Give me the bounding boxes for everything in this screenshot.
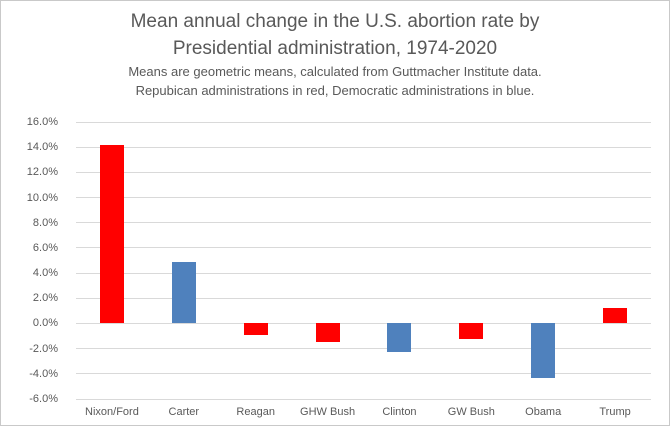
gridline-12.0% <box>76 171 651 173</box>
y-tick-label: 14.0% <box>26 141 58 154</box>
gridline--4.0% <box>76 373 651 375</box>
gridline-6.0% <box>76 247 651 249</box>
bar-reagan <box>243 323 268 335</box>
bar-clinton <box>387 323 412 353</box>
bar-gw-bush <box>459 323 484 339</box>
chart-title-line1: Mean annual change in the U.S. abortion … <box>130 11 540 32</box>
gridline-4.0% <box>76 272 651 274</box>
bar-obama <box>531 323 556 378</box>
y-tick-label: 12.0% <box>26 166 58 179</box>
x-tick-label-ghw-bush: GHW Bush <box>300 406 356 418</box>
gridline-16.0% <box>76 121 651 123</box>
x-tick-label-trump: Trump <box>599 406 631 418</box>
x-tick-label-reagan: Reagan <box>236 406 275 418</box>
y-tick-label: 0.0% <box>32 317 58 330</box>
bar-ghw-bush <box>315 323 340 343</box>
bar-nixon-ford <box>99 144 124 324</box>
y-tick-label: 2.0% <box>32 292 58 305</box>
x-tick-label-clinton: Clinton <box>382 406 417 418</box>
bar-trump <box>603 308 628 324</box>
gridline--2.0% <box>76 348 651 350</box>
chart-subtitle: Means are geometric means, calculated fr… <box>1 62 669 100</box>
bar-carter <box>171 261 196 324</box>
x-tick-label-gw-bush: GW Bush <box>447 406 495 418</box>
gridline-10.0% <box>76 197 651 199</box>
y-tick-label: 16.0% <box>26 116 58 128</box>
x-tick-label-obama: Obama <box>525 406 562 418</box>
chart-title: Mean annual change in the U.S. abortion … <box>1 8 669 62</box>
y-tick-label: 8.0% <box>32 216 58 229</box>
y-tick-label: -2.0% <box>29 342 58 355</box>
gridline-8.0% <box>76 222 651 224</box>
x-tick-label-nixon-ford: Nixon/Ford <box>85 406 139 418</box>
y-tick-label: -4.0% <box>29 367 58 380</box>
y-tick-label: -6.0% <box>29 393 58 405</box>
gridline--6.0% <box>76 398 651 400</box>
y-tick-label: 4.0% <box>32 267 58 280</box>
chart-title-line2: Presidential administration, 1974-2020 <box>172 38 498 59</box>
gridline-0.0% <box>76 322 651 324</box>
y-tick-label: 10.0% <box>26 191 58 204</box>
chart-subtitle-line2: Repubican administrations in red, Democr… <box>135 83 535 98</box>
x-tick-label-carter: Carter <box>168 406 200 418</box>
chart-subtitle-line1: Means are geometric means, calculated fr… <box>128 64 542 79</box>
gridline-14.0% <box>76 146 651 148</box>
y-tick-label: 6.0% <box>32 241 58 254</box>
gridline-2.0% <box>76 297 651 299</box>
